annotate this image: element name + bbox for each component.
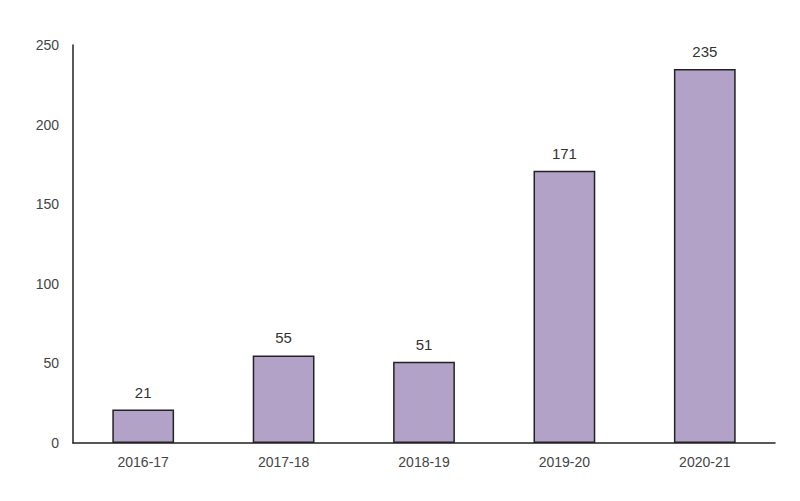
svg-text:150: 150 [36, 196, 60, 212]
svg-text:50: 50 [43, 355, 59, 371]
svg-text:250: 250 [36, 37, 60, 53]
svg-text:2020-21: 2020-21 [679, 454, 731, 470]
svg-text:51: 51 [416, 336, 433, 353]
svg-text:2018-19: 2018-19 [398, 454, 450, 470]
svg-text:21: 21 [135, 384, 152, 401]
svg-text:100: 100 [36, 276, 60, 292]
svg-text:55: 55 [275, 329, 292, 346]
svg-text:2016-17: 2016-17 [118, 454, 170, 470]
svg-text:171: 171 [552, 145, 577, 162]
svg-text:2019-20: 2019-20 [539, 454, 591, 470]
svg-text:2017-18: 2017-18 [258, 454, 310, 470]
svg-text:0: 0 [51, 435, 59, 451]
svg-text:235: 235 [692, 43, 717, 60]
svg-text:200: 200 [36, 117, 60, 133]
